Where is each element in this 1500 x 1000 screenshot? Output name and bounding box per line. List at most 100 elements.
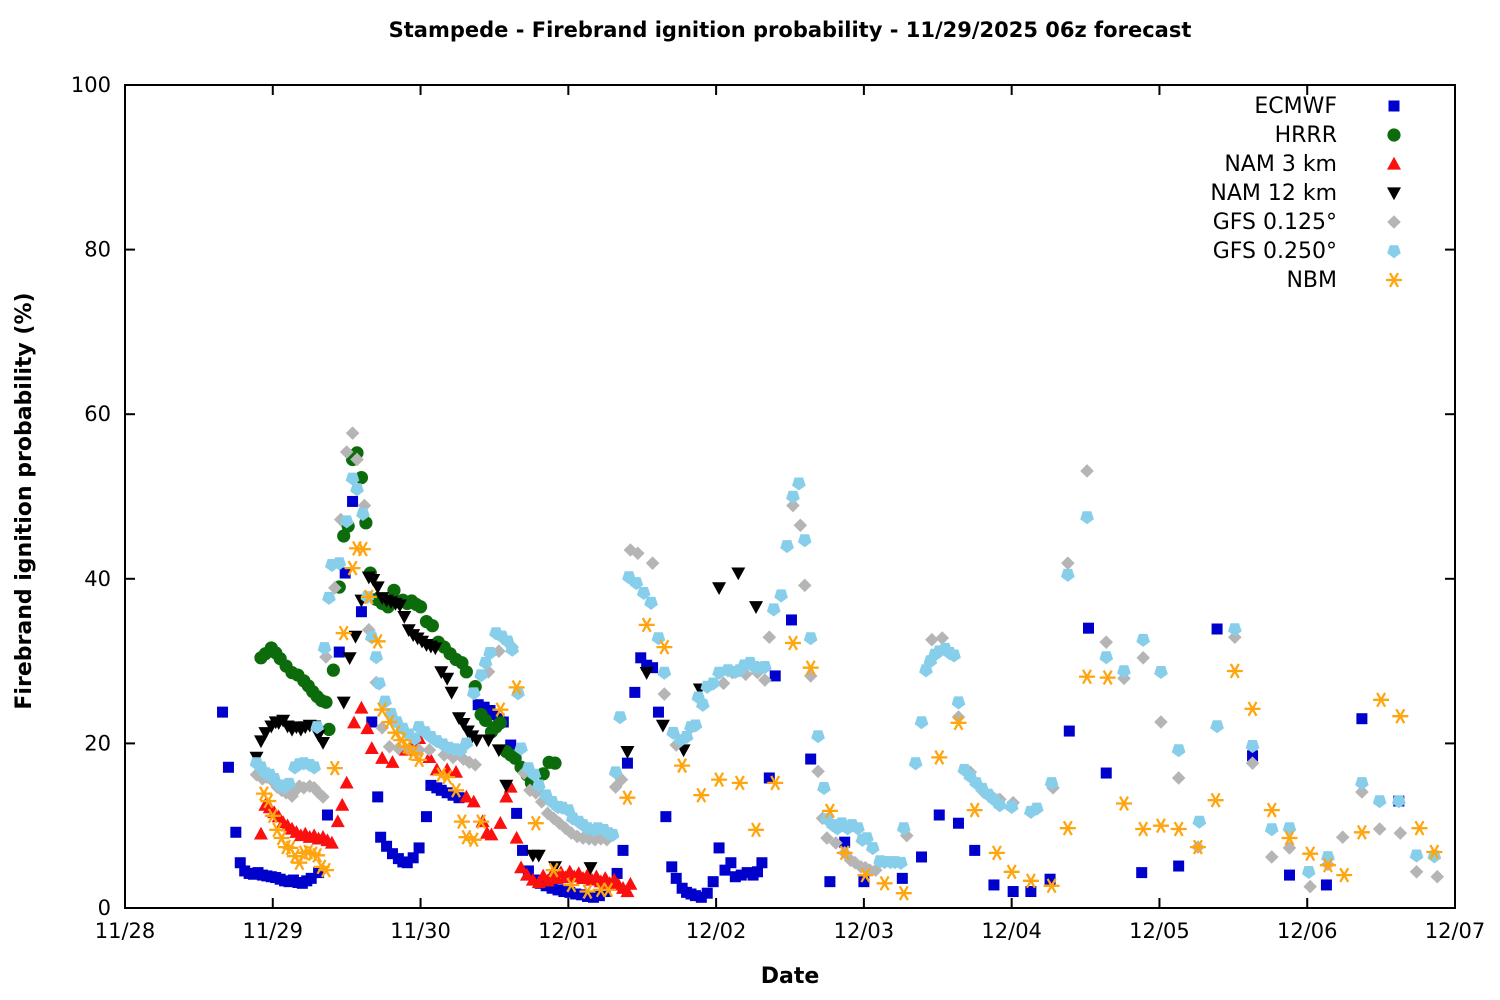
data-point-ray — [267, 808, 278, 824]
data-point-ray — [338, 625, 349, 641]
data-point-ray — [451, 782, 461, 798]
data-point-ray — [263, 793, 274, 809]
data-point-ray — [1025, 873, 1036, 889]
chart-title: Stampede - Firebrand ignition probabilit… — [388, 18, 1192, 42]
data-point-gfs-0-125 — [925, 632, 939, 647]
data-point-nam-3-km — [253, 826, 268, 840]
data-point-gfs-0-250 — [1136, 633, 1150, 647]
data-point-ecmwf — [372, 791, 384, 803]
data-point-ray — [390, 725, 401, 741]
data-point-ecmwf — [763, 772, 775, 784]
data-point-nam-12-km — [397, 611, 412, 624]
data-point-ecmwf — [1247, 750, 1259, 762]
data-point-ray — [1229, 663, 1240, 679]
data-point-gfs-0-125 — [412, 743, 426, 757]
data-point-gfs-0-125 — [829, 836, 843, 850]
data-point-ray — [788, 635, 798, 651]
data-point-ray — [714, 772, 725, 788]
data-point-ray — [258, 786, 269, 802]
data-point-gfs-0-125 — [1303, 879, 1317, 894]
data-point-ecmwf — [839, 836, 851, 848]
data-point-ecmwf — [933, 809, 945, 821]
data-point-ray — [1138, 821, 1149, 837]
data-point-ray — [272, 822, 283, 838]
data-point-nam-12-km — [440, 672, 455, 686]
data-point-gfs-0-250 — [1192, 815, 1207, 829]
data-point-ray — [1046, 878, 1057, 894]
data-point-gfs-0-250 — [688, 719, 703, 733]
data-point-hrrr — [337, 529, 351, 543]
data-point-ecmwf — [756, 857, 768, 869]
data-point-ray — [641, 617, 652, 633]
data-point-gfs-0-250 — [919, 664, 933, 678]
data-point-ecmwf — [916, 851, 928, 863]
data-point-gfs-0-250 — [356, 508, 370, 521]
data-point-ray — [511, 679, 522, 695]
data-point-gfs-0-250 — [317, 642, 332, 656]
data-point-ray — [824, 803, 835, 819]
legend-label-nam-12-km: NAM 12 km — [1210, 181, 1337, 206]
data-point-nam-3-km — [375, 751, 390, 764]
data-point-gfs-0-250 — [629, 577, 644, 591]
data-point-ray — [1376, 692, 1387, 708]
series-nbm — [255, 540, 1443, 901]
data-point-ecmwf — [707, 876, 719, 888]
data-point-ecmwf — [1356, 713, 1368, 725]
data-point-ecmwf — [652, 706, 664, 718]
data-point-gfs-0-250 — [914, 716, 929, 730]
data-point-ray — [285, 840, 296, 856]
data-point-ray — [1429, 844, 1440, 860]
data-point-ecmwf — [511, 807, 523, 819]
data-point-gfs-0-125 — [820, 831, 834, 845]
data-point-gfs-0-250 — [483, 647, 497, 661]
data-point-gfs-0-250 — [345, 472, 360, 486]
data-point-ray — [696, 787, 707, 803]
data-point-gfs-0-125 — [316, 790, 330, 804]
data-point-ray — [408, 745, 419, 761]
data-point-gfs-0-250 — [1004, 800, 1019, 814]
data-point-ray — [1062, 820, 1073, 836]
data-point-ray — [495, 702, 506, 718]
data-point-nam-12-km — [311, 729, 326, 743]
data-point-nam-12-km — [348, 630, 363, 644]
data-point-nam-3-km — [449, 765, 464, 778]
data-point-ray — [1389, 272, 1399, 288]
y-tick-label: 100 — [71, 73, 111, 97]
data-point-ray — [1322, 857, 1333, 873]
data-point-gfs-0-125 — [951, 710, 966, 724]
data-point-ray — [1102, 670, 1113, 686]
data-point-ecmwf — [952, 817, 964, 829]
data-point-ecmwf — [1136, 867, 1148, 879]
legend-marker-hrrr — [1387, 128, 1401, 142]
legend-item-nam-12-km: NAM 12 km — [1210, 181, 1401, 206]
data-point-nam-12-km — [583, 862, 598, 875]
legend-label-nbm: NBM — [1286, 268, 1337, 293]
y-tick-label: 20 — [84, 731, 111, 755]
data-point-gfs-0-125 — [1372, 822, 1387, 836]
legend-item-nbm: NBM — [1286, 268, 1402, 293]
data-point-gfs-0-125 — [762, 630, 777, 645]
data-point-nam-12-km — [316, 736, 331, 750]
data-point-nam-3-km — [466, 794, 481, 808]
data-point-gfs-0-125 — [391, 741, 406, 756]
data-point-ray — [969, 802, 980, 818]
data-point-ray — [1339, 867, 1350, 883]
data-point-gfs-0-125 — [1099, 635, 1114, 649]
data-point-nam-3-km — [509, 830, 524, 844]
series-nam-3-km — [253, 700, 638, 898]
data-point-gfs-0-250 — [803, 632, 818, 646]
legend-label-ecmwf: ECMWF — [1254, 94, 1337, 119]
data-point-gfs-0-125 — [1264, 850, 1279, 864]
data-point-nam-3-km — [360, 721, 375, 735]
data-point-gfs-0-250 — [350, 483, 364, 497]
data-point-gfs-0-250 — [1245, 740, 1260, 754]
data-point-gfs-0-125 — [630, 546, 645, 561]
data-point-gfs-0-250 — [1210, 720, 1224, 734]
data-point-ray — [357, 541, 368, 557]
data-point-gfs-0-250 — [696, 698, 710, 712]
y-tick-label: 60 — [84, 402, 111, 426]
data-point-gfs-0-125 — [786, 498, 800, 513]
data-point-ecmwf — [1100, 767, 1112, 779]
